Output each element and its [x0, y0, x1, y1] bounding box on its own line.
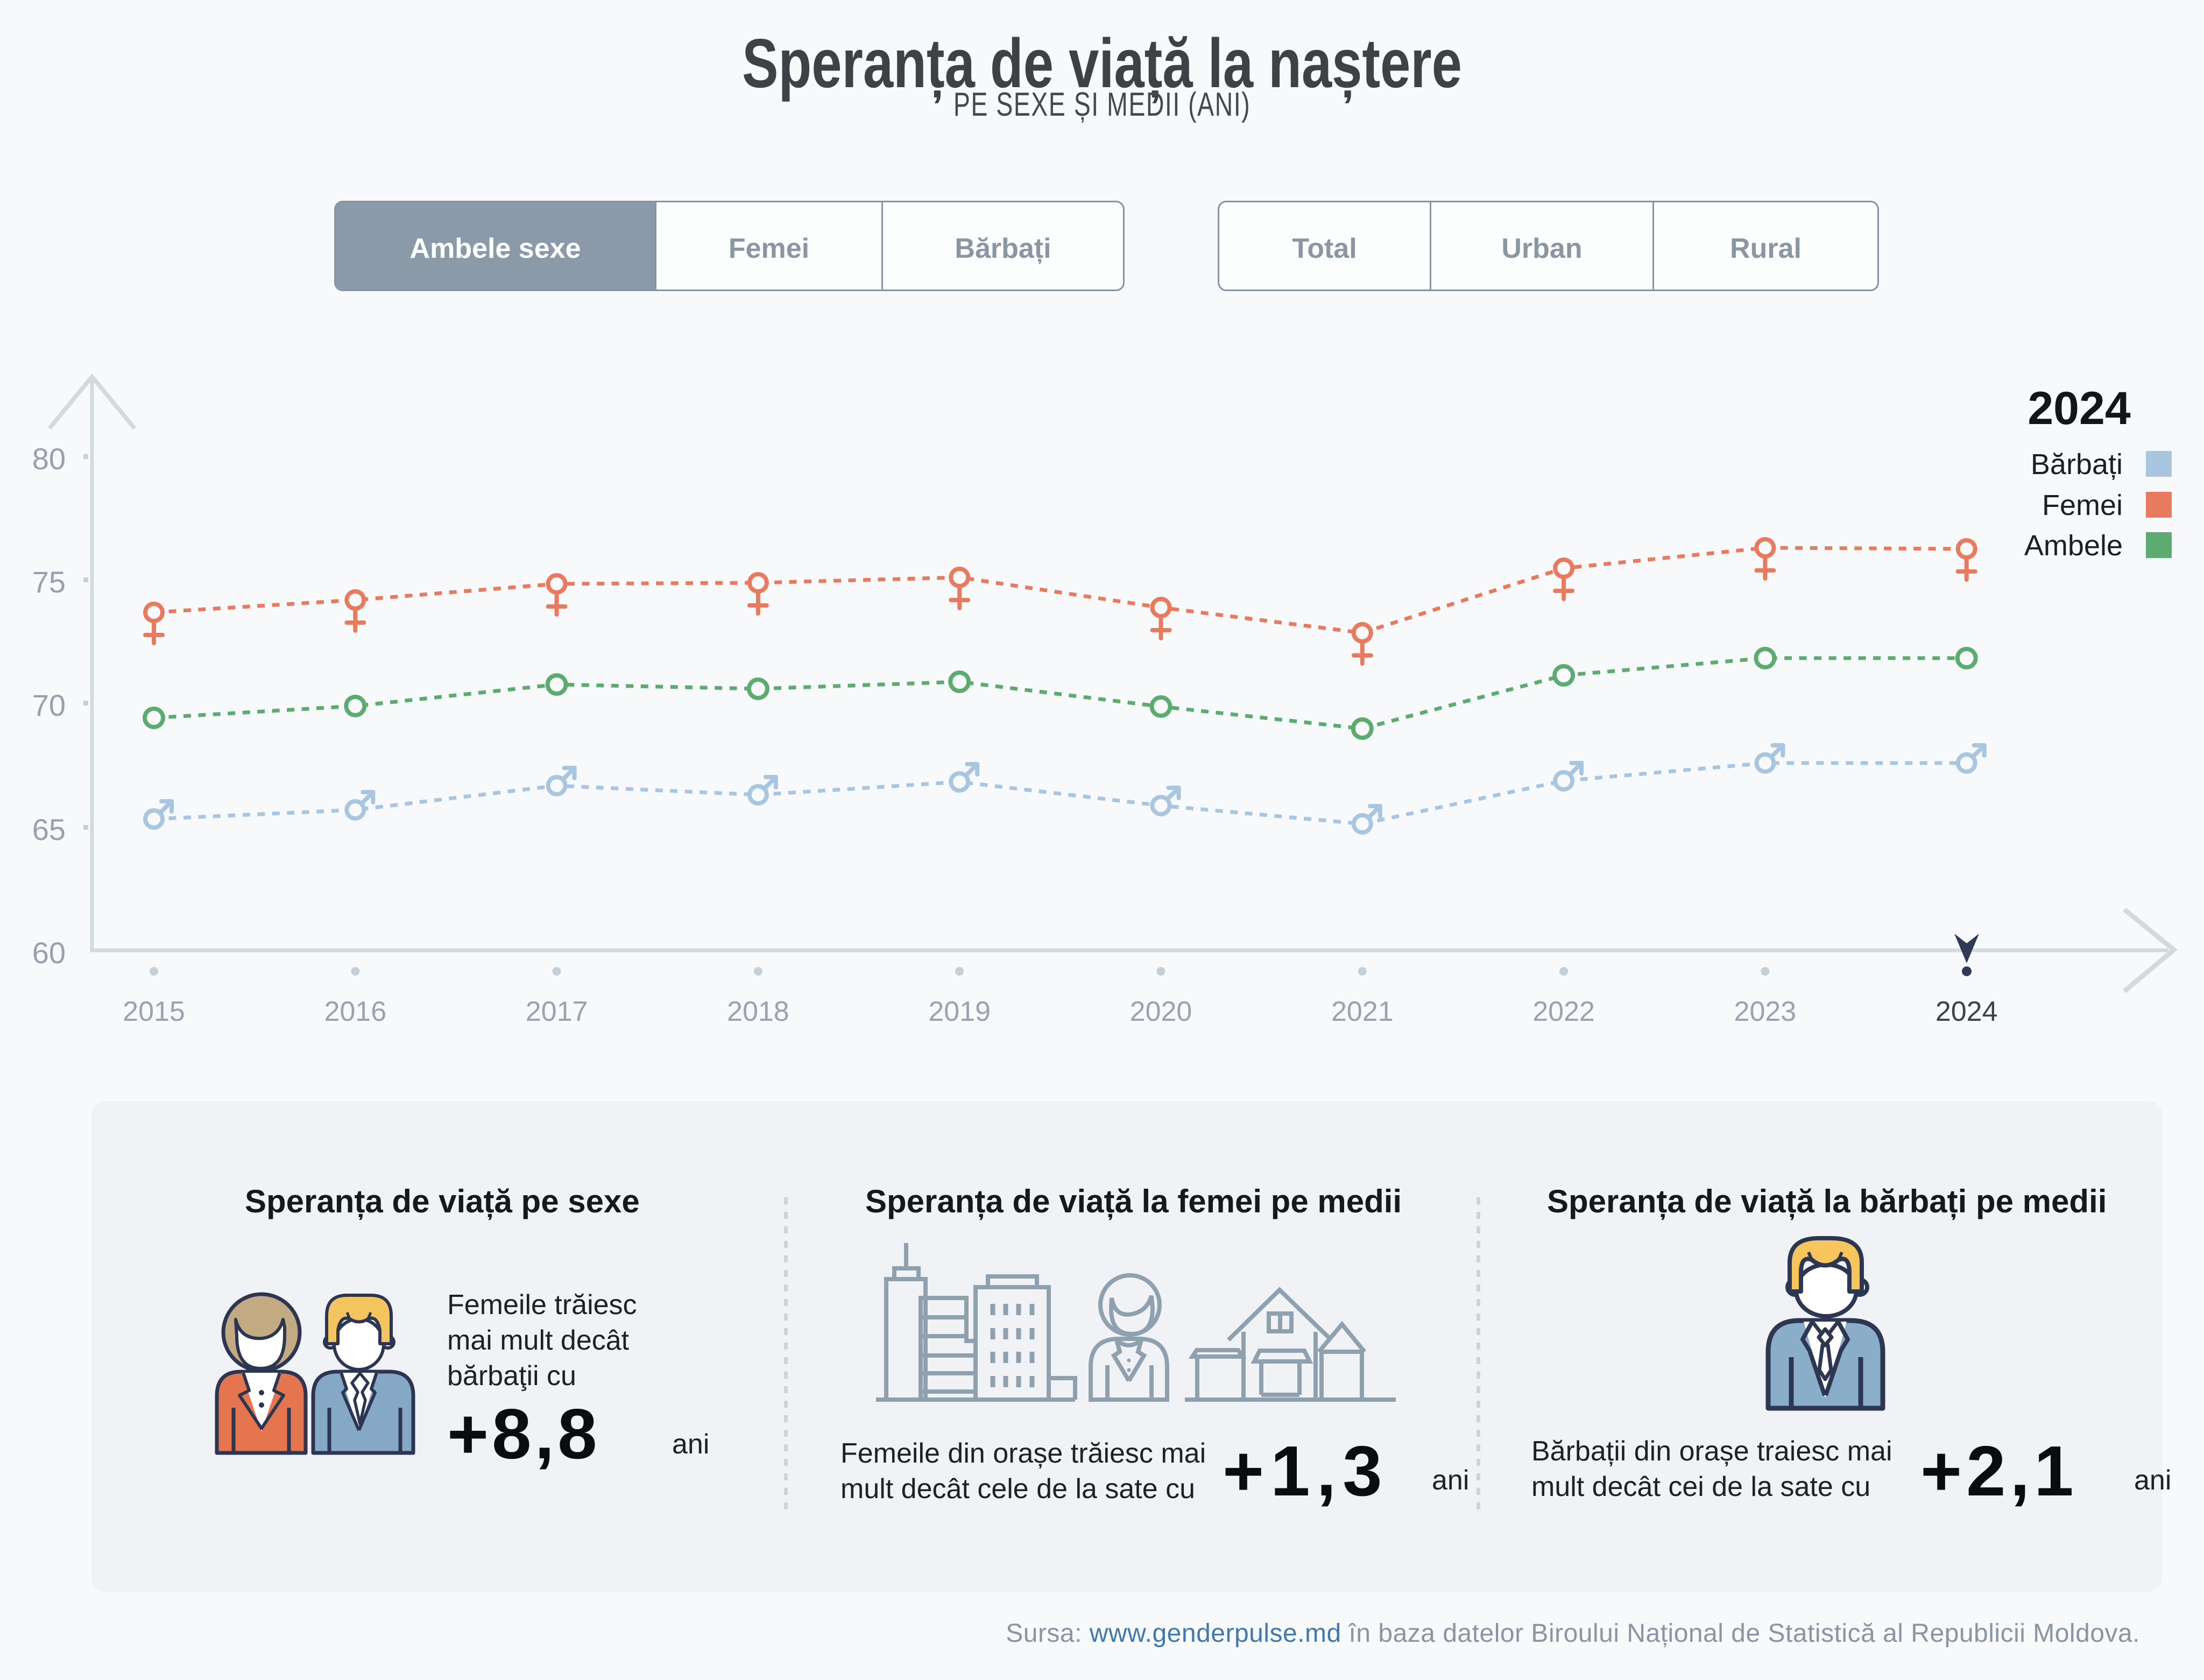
svg-text:Ambele: Ambele [2024, 530, 2123, 562]
svg-text:Bărbați: Bărbați [2031, 448, 2123, 481]
svg-text:2023: 2023 [1734, 996, 1797, 1027]
svg-text:2021: 2021 [1331, 996, 1394, 1027]
svg-text:70: 70 [32, 688, 66, 722]
svg-text:60: 60 [32, 936, 66, 970]
svg-text:2018: 2018 [727, 996, 789, 1027]
svg-text:80: 80 [32, 442, 66, 476]
svg-text:2015: 2015 [123, 996, 185, 1027]
svg-text:2024: 2024 [2028, 383, 2130, 434]
svg-text:2020: 2020 [1130, 996, 1192, 1027]
svg-text:65: 65 [32, 813, 66, 846]
svg-text:2017: 2017 [526, 996, 588, 1027]
svg-text:2016: 2016 [324, 996, 386, 1027]
svg-text:75: 75 [32, 565, 66, 599]
svg-text:Femei: Femei [2042, 489, 2123, 521]
svg-text:2024: 2024 [1935, 996, 1998, 1027]
svg-text:2019: 2019 [928, 996, 991, 1027]
svg-text:2022: 2022 [1532, 996, 1595, 1027]
